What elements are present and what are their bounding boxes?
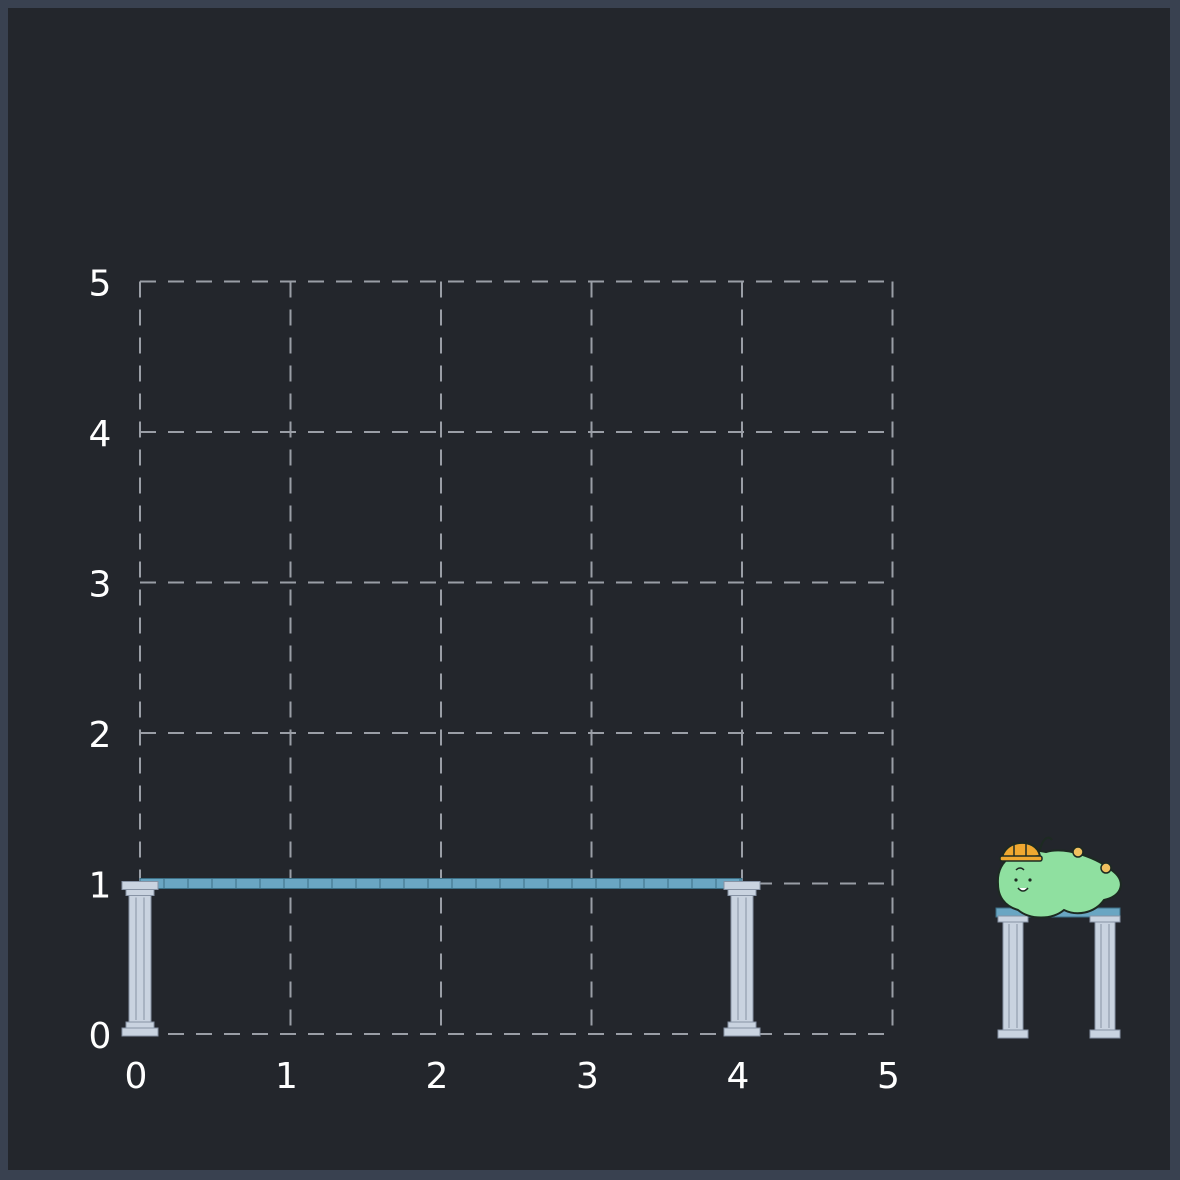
bridge-deck <box>139 878 743 889</box>
x-tick-2: 2 <box>426 1056 449 1097</box>
grid-lines <box>139 280 894 1035</box>
x-tick-1: 1 <box>275 1056 298 1097</box>
pillar-shaft <box>128 895 152 1023</box>
pillar-base-step <box>727 1021 757 1029</box>
pillar-base <box>723 1027 761 1037</box>
pillar-base-step <box>125 1021 155 1029</box>
bridge <box>121 878 761 1037</box>
pillar-base <box>121 1027 159 1037</box>
green-blob-with-hardhat-icon <box>996 836 1122 919</box>
pillar-capital-step <box>727 889 757 896</box>
pillar-capital <box>723 881 761 890</box>
pillar-capital <box>121 881 159 890</box>
x-tick-5: 5 <box>877 1056 900 1097</box>
mini-pillar-right <box>1089 915 1121 1039</box>
bridge-pillar-0 <box>121 881 159 1037</box>
y-tick-0: 0 <box>89 1016 112 1057</box>
y-tick-5: 5 <box>89 264 112 305</box>
mini-pillar-left <box>997 915 1029 1039</box>
character-piece[interactable] <box>995 836 1122 1039</box>
bridge-pillar-1 <box>723 881 761 1037</box>
y-tick-4: 4 <box>89 414 112 455</box>
game-board <box>8 8 1170 1170</box>
x-tick-4: 4 <box>727 1056 750 1097</box>
y-tick-3: 3 <box>89 565 112 606</box>
y-tick-2: 2 <box>89 715 112 756</box>
x-tick-0: 0 <box>125 1056 148 1097</box>
pillar-capital-step <box>125 889 155 896</box>
mini-bridge <box>995 907 1121 1039</box>
x-tick-3: 3 <box>576 1056 599 1097</box>
y-tick-1: 1 <box>89 866 112 907</box>
tick-labels: 0 1 2 3 4 5 0 1 2 3 4 5 <box>89 264 900 1098</box>
pillar-shaft <box>730 895 754 1023</box>
